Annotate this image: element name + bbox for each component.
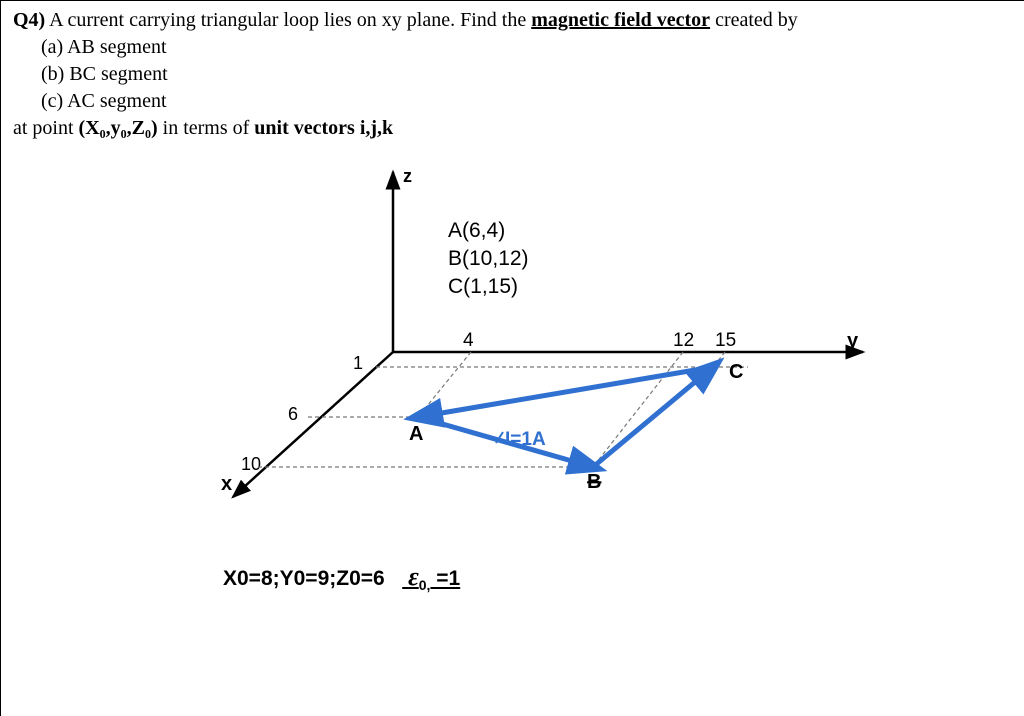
edge-CA xyxy=(418,367,713,417)
question-block: Q4) A current carrying triangular loop l… xyxy=(13,7,1012,142)
B-letter: B xyxy=(587,471,601,493)
diagram: z y x 4 12 15 1 6 10 xyxy=(203,152,903,542)
diagram-svg: z y x 4 12 15 1 6 10 xyxy=(203,152,903,542)
part-c: (c) AC segment xyxy=(41,88,1012,115)
coord-C: C(1,15) xyxy=(448,275,518,298)
dash-y15 xyxy=(713,352,725,367)
given-values: X0=8;Y0=9;Z0=6 ε0, =1 xyxy=(223,562,1012,593)
y-tick-12: 12 xyxy=(673,330,694,351)
C-letter: C xyxy=(729,361,743,383)
question-stem-pre: A current carrying triangular loop lies … xyxy=(49,9,531,31)
question-stem-underlined: magnetic field vector xyxy=(531,9,710,31)
A-letter: A xyxy=(409,423,423,445)
question-number: Q4) xyxy=(13,9,45,31)
part-b: (b) BC segment xyxy=(41,61,1012,88)
tail-bold: unit vectors i,j,k xyxy=(254,117,393,139)
epsilon-sub: 0, xyxy=(419,577,431,593)
given-xyz: X0=8;Y0=9;Z0=6 xyxy=(223,567,385,590)
z-axis-label: z xyxy=(403,166,412,186)
tail-mid: in terms of xyxy=(158,117,255,139)
x-tick-6: 6 xyxy=(288,404,298,424)
x-tick-1: 1 xyxy=(353,353,363,373)
x-axis xyxy=(233,352,393,497)
part-a: (a) AB segment xyxy=(41,34,1012,61)
x-tick-10: 10 xyxy=(241,454,261,474)
page: Q4) A current carrying triangular loop l… xyxy=(0,0,1024,716)
y-tick-15: 15 xyxy=(715,330,736,351)
question-tail: at point (X₀,y₀,Z₀) in terms of unit vec… xyxy=(13,115,1012,142)
coord-A: A(6,4) xyxy=(448,219,505,242)
question-stem-post: created by xyxy=(710,9,798,31)
current-label: I=1A xyxy=(505,429,546,450)
tail-pre: at point xyxy=(13,117,79,139)
x-axis-label: x xyxy=(221,473,232,495)
y-axis-label: y xyxy=(847,330,859,352)
epsilon-symbol: ε xyxy=(408,562,419,591)
tail-pt: (X₀,y₀,Z₀) xyxy=(79,117,158,139)
epsilon-eq: =1 xyxy=(430,567,460,590)
coord-B: B(10,12) xyxy=(448,247,529,270)
dash-y12 xyxy=(593,352,683,467)
y-tick-4: 4 xyxy=(463,330,474,351)
